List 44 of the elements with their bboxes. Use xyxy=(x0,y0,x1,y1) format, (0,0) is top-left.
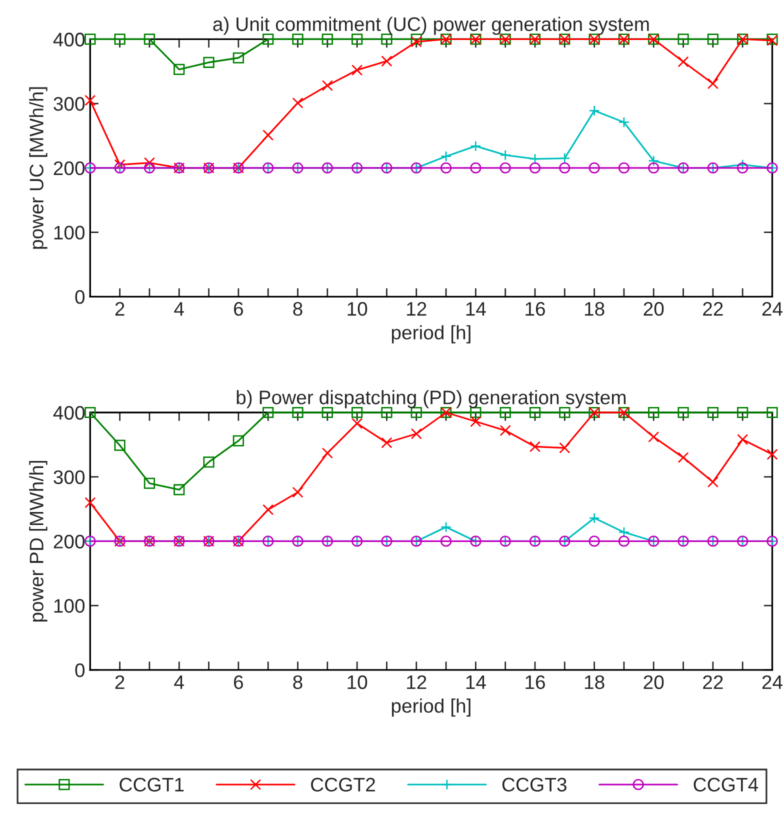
y-tick-label: 200 xyxy=(54,161,85,176)
x-tick-label: 22 xyxy=(703,675,723,689)
x-tick-label: 2 xyxy=(115,302,124,316)
x-tick-label: 16 xyxy=(526,302,545,316)
x-tick-label: 10 xyxy=(348,302,368,316)
y-tick-label: 100 xyxy=(54,599,85,613)
y-tick-label: 0 xyxy=(75,663,85,678)
y-tick-label: 0 xyxy=(75,290,85,304)
x-tick-label: 8 xyxy=(293,302,302,316)
x-tick-label: 24 xyxy=(762,302,782,316)
x-tick-label: 4 xyxy=(174,302,184,316)
x-tick-label: 18 xyxy=(584,675,604,690)
x-tick-label: 10 xyxy=(348,675,368,690)
x-tick-label: 20 xyxy=(644,302,664,316)
x-tick-label: 14 xyxy=(466,302,486,316)
y-tick-label: 200 xyxy=(54,534,85,548)
x-axis-title: period [h] xyxy=(392,698,470,717)
x-tick-label: 16 xyxy=(526,675,545,690)
x-tick-label: 18 xyxy=(584,302,604,316)
y-tick-label: 400 xyxy=(53,32,85,46)
x-tick-label: 24 xyxy=(762,675,782,689)
x-tick-label: 12 xyxy=(407,675,426,689)
y-tick-label: 300 xyxy=(54,97,85,111)
x-tick-label: 22 xyxy=(703,302,723,316)
y-axis-title: power PD [MWh/h] xyxy=(29,461,48,622)
legend-label: CCGT3 xyxy=(502,778,566,792)
x-tick-label: 6 xyxy=(234,675,243,690)
x-axis-title: period [h] xyxy=(392,325,470,344)
chart-title: a) Unit commitment (UC) power generation system xyxy=(213,16,649,35)
y-tick-label: 100 xyxy=(54,226,85,240)
y-tick-label: 300 xyxy=(54,470,85,484)
x-tick-label: 20 xyxy=(644,675,664,690)
chart-title: b) Power dispatching (PD) generation system xyxy=(236,390,626,408)
x-tick-label: 4 xyxy=(174,676,184,689)
x-tick-label: 8 xyxy=(293,675,302,690)
y-tick-label: 400 xyxy=(53,406,85,420)
y-axis-title: power UC [MWh/h] xyxy=(29,87,48,249)
x-tick-label: 2 xyxy=(115,675,124,689)
legend-label: CCGT4 xyxy=(694,778,758,792)
legend-label: CCGT1 xyxy=(120,778,184,792)
legend-label: CCGT2 xyxy=(311,778,375,792)
x-tick-label: 6 xyxy=(234,302,243,316)
x-tick-label: 12 xyxy=(407,302,426,316)
x-tick-label: 14 xyxy=(466,676,486,689)
